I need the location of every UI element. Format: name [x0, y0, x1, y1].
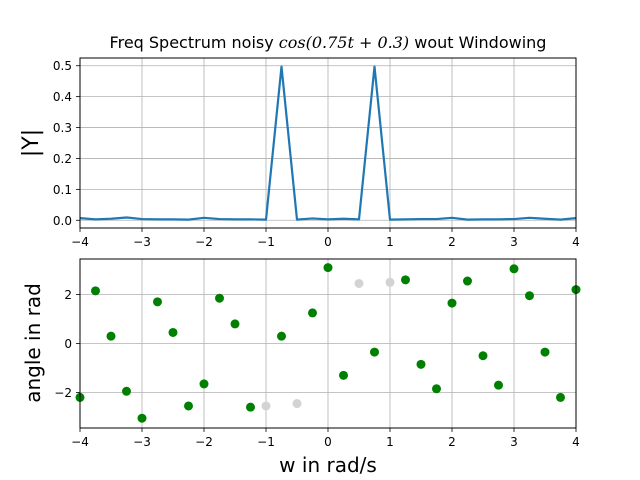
- phase-point: [137, 413, 147, 423]
- phase-point: [230, 319, 240, 329]
- magnitude-x-tick-label: 0: [324, 235, 332, 249]
- phase-point: [106, 331, 116, 341]
- magnitude-x-tick-label: −4: [71, 235, 89, 249]
- chart-title-end: wout Windowing: [409, 33, 546, 52]
- magnitude-series-line: [79, 65, 577, 221]
- phase-point: [168, 327, 178, 337]
- phase-x-tick-label: −1: [257, 435, 275, 449]
- magnitude-x-tick-label: −3: [133, 235, 151, 249]
- chart-title-math: cos(0.75t + 0.3): [279, 33, 409, 52]
- phase-point: [323, 263, 333, 273]
- phase-x-tick-label: 2: [448, 435, 456, 449]
- magnitude-plot: −4 −3 −2 −1 0 1 2 3 4 0.0 0.1 0.2 0.3 0.4 0.5 |Y|: [19, 57, 580, 249]
- phase-point: [199, 379, 209, 389]
- magnitude-y-tick-label: 0.5: [53, 59, 72, 73]
- phase-point: [525, 291, 534, 301]
- phase-grid: [79, 259, 577, 428]
- magnitude-x-tick-label: 1: [386, 235, 394, 249]
- phase-x-tick-label: −2: [195, 435, 213, 449]
- phase-point: [556, 392, 565, 402]
- magnitude-y-tick-label: 0.2: [53, 152, 72, 166]
- phase-point: [401, 275, 410, 285]
- phase-point: [432, 384, 441, 394]
- phase-point: [339, 370, 348, 380]
- phase-x-tick-label: −3: [133, 435, 151, 449]
- magnitude-series: [79, 65, 577, 221]
- phase-point: [261, 401, 271, 411]
- magnitude-y-tick-label: 0.1: [53, 183, 72, 197]
- phase-point: [416, 359, 426, 369]
- magnitude-x-tick-label: 4: [572, 235, 580, 249]
- chart-title: Freq Spectrum noisy cos(0.75t + 0.3) wou…: [110, 33, 547, 52]
- phase-x-tick-label: 4: [572, 435, 580, 449]
- phase-point: [540, 347, 550, 357]
- phase-y-tick-label: −2: [54, 386, 72, 400]
- phase-point: [385, 277, 395, 287]
- phase-y-tick-label: 2: [64, 288, 72, 302]
- phase-point: [184, 401, 193, 411]
- magnitude-ticks: −4 −3 −2 −1 0 1 2 3 4 0.0 0.1 0.2 0.3 0.4 0.5: [53, 59, 580, 249]
- phase-x-tick-label: 3: [510, 435, 518, 449]
- phase-ticks: −4 −3 −2 −1 0 1 2 3 4 −2 0 2: [54, 288, 580, 449]
- phase-point: [91, 286, 100, 296]
- magnitude-x-tick-label: −2: [195, 235, 213, 249]
- phase-point: [478, 351, 488, 361]
- phase-point: [246, 402, 255, 412]
- phase-x-axis-label: w in rad/s: [279, 453, 377, 477]
- magnitude-x-tick-label: 3: [510, 235, 518, 249]
- magnitude-y-tick-label: 0.4: [53, 90, 72, 104]
- phase-point: [447, 298, 457, 308]
- magnitude-y-tick-label: 0.0: [53, 214, 72, 228]
- phase-point: [277, 331, 286, 341]
- phase-point: [370, 347, 379, 357]
- phase-y-tick-label: 0: [64, 337, 72, 351]
- phase-point: [308, 308, 317, 318]
- magnitude-y-tick-label: 0.3: [53, 121, 72, 135]
- phase-point: [292, 399, 302, 409]
- chart-title-start: Freq Spectrum noisy: [110, 33, 279, 52]
- phase-x-tick-label: −4: [71, 435, 89, 449]
- phase-x-tick-label: 0: [324, 435, 332, 449]
- phase-point: [153, 297, 162, 307]
- phase-plot: −4 −3 −2 −1 0 1 2 3 4 −2 0 2 angle in rad w in rad/…: [21, 258, 581, 477]
- magnitude-x-tick-label: −1: [257, 235, 275, 249]
- phase-point: [354, 278, 364, 288]
- magnitude-x-tick-label: 2: [448, 235, 456, 249]
- phase-point: [122, 386, 131, 396]
- phase-point: [509, 264, 519, 274]
- phase-point: [494, 380, 503, 390]
- phase-series: [75, 263, 581, 423]
- magnitude-y-axis-label: |Y|: [19, 129, 44, 157]
- phase-point: [463, 276, 472, 286]
- phase-y-axis-label: angle in rad: [21, 283, 45, 403]
- phase-point: [215, 293, 224, 303]
- phase-x-tick-label: 1: [386, 435, 394, 449]
